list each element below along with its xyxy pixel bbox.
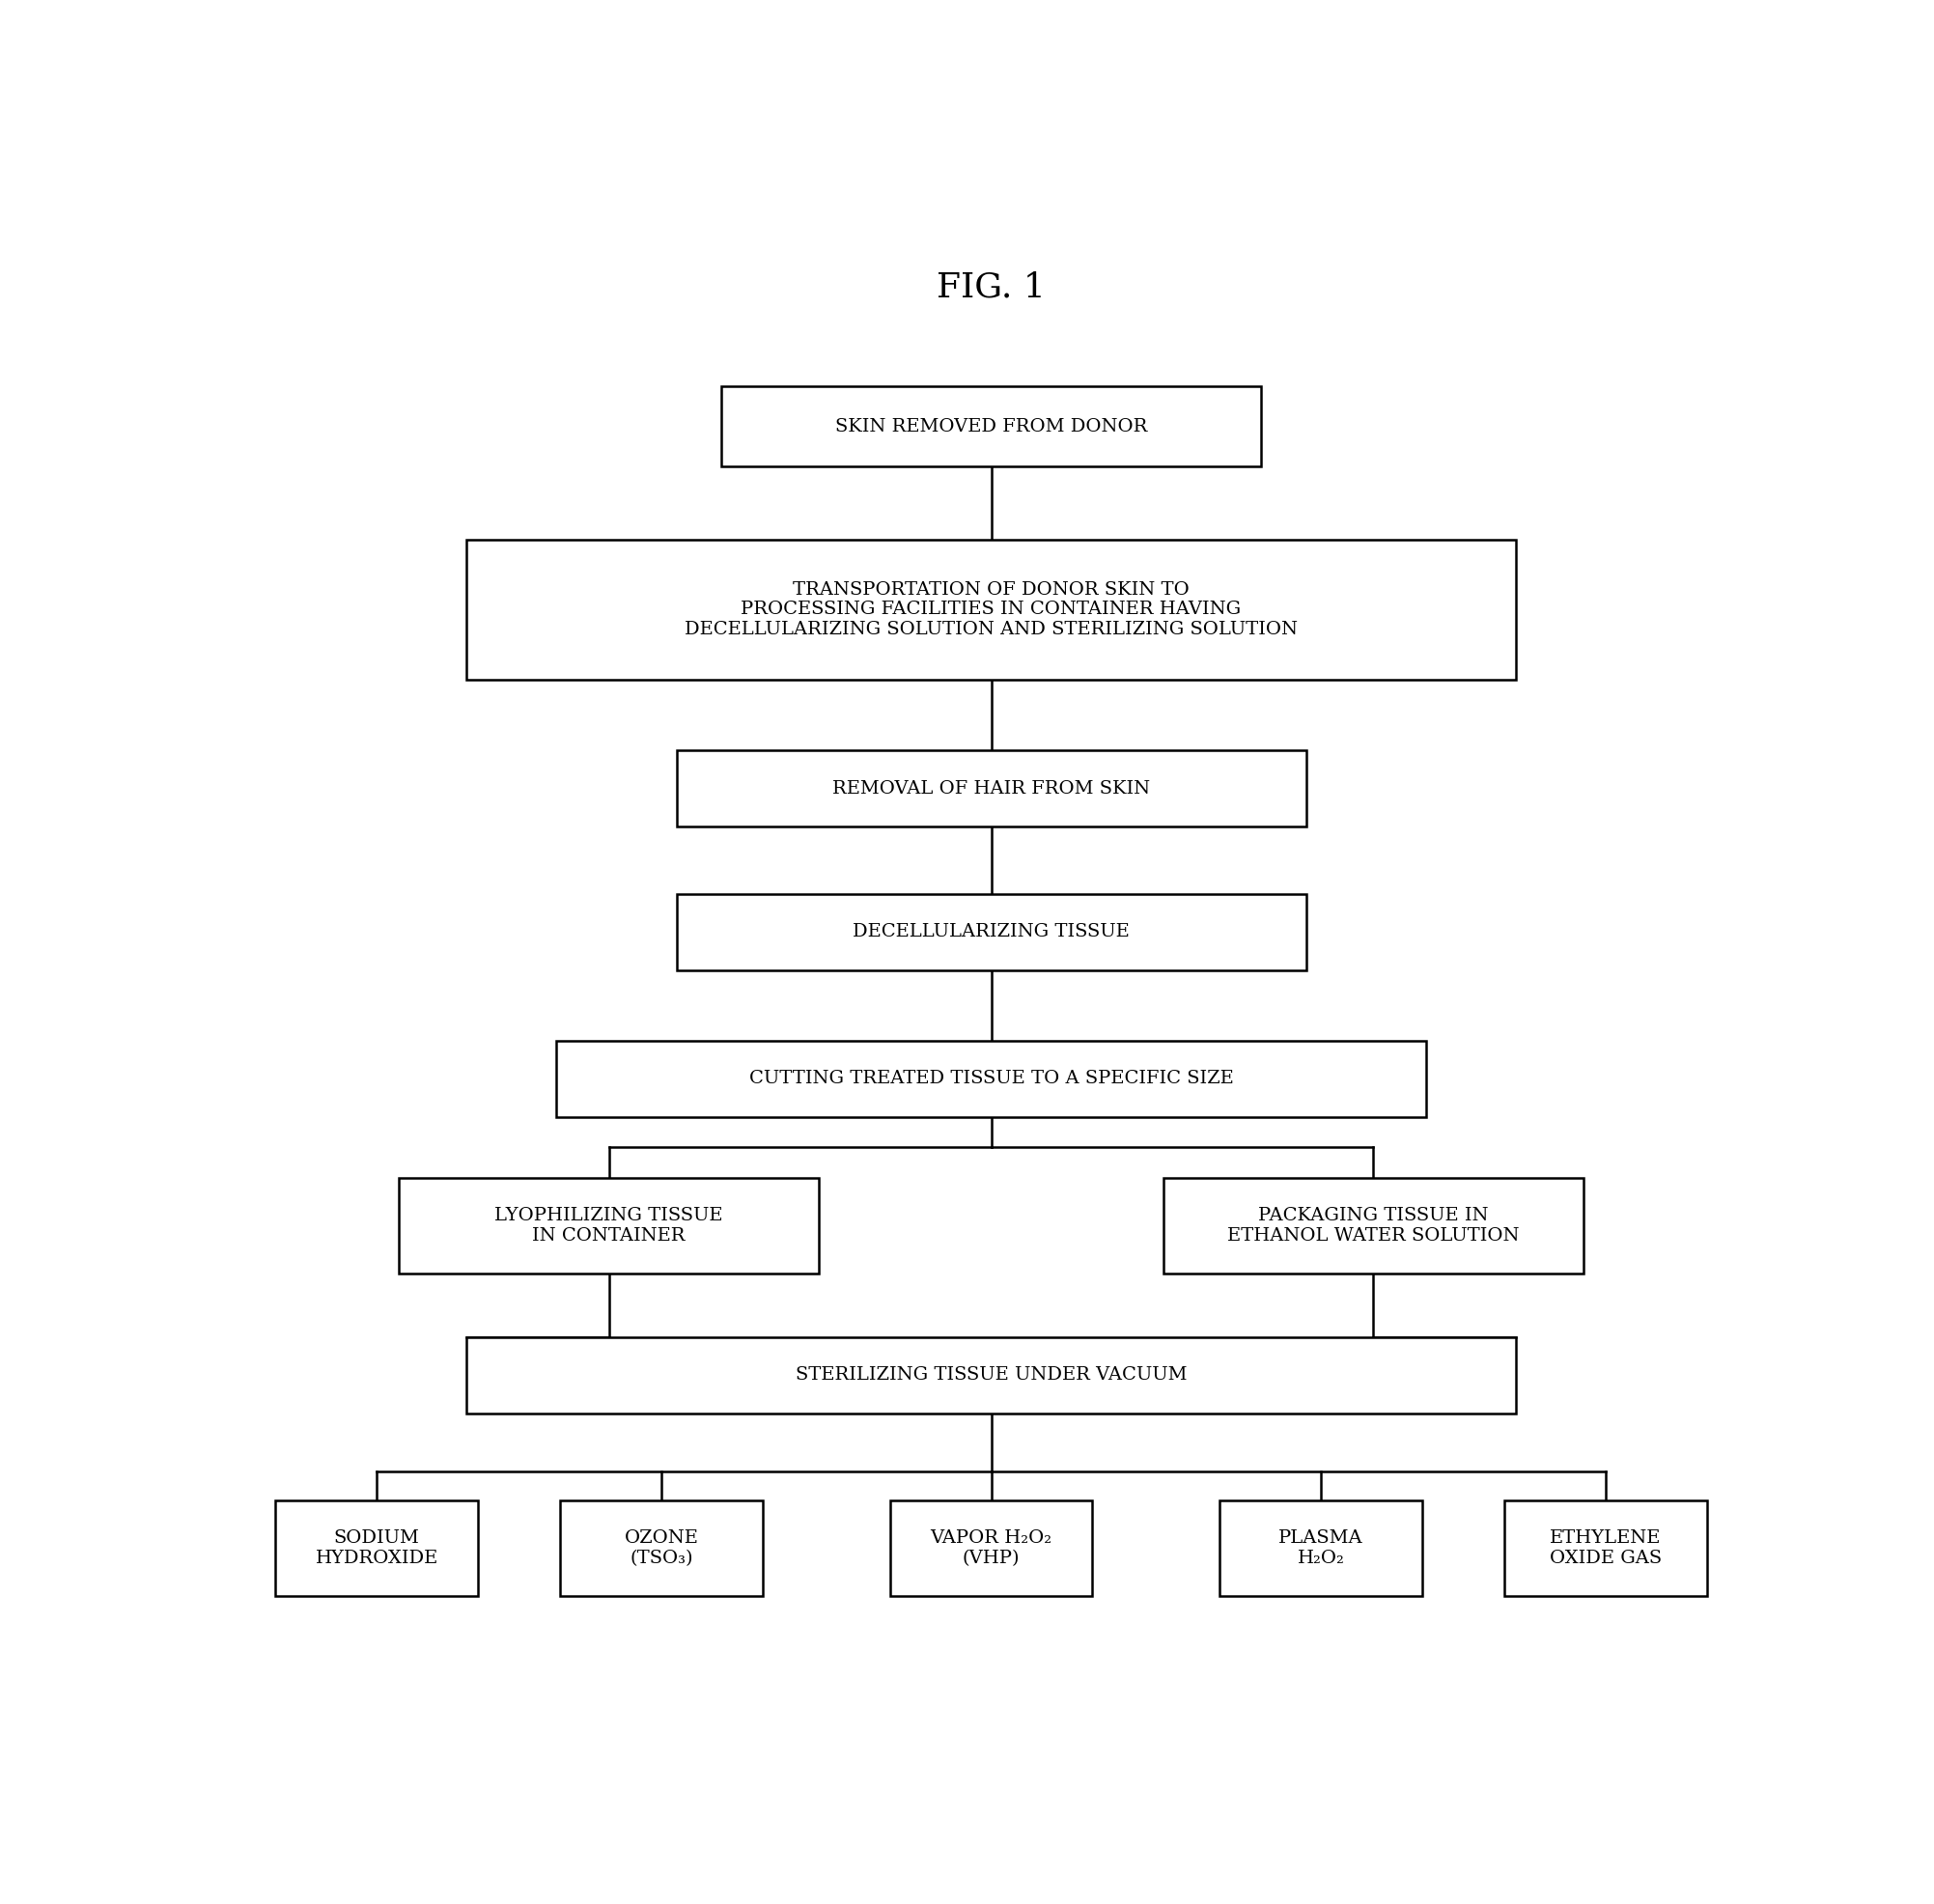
Text: SODIUM
HYDROXIDE: SODIUM HYDROXIDE [315,1529,439,1567]
Text: CUTTING TREATED TISSUE TO A SPECIFIC SIZE: CUTTING TREATED TISSUE TO A SPECIFIC SIZ… [748,1070,1234,1087]
Bar [677,750,1305,826]
Bar [398,1179,818,1274]
Bar [1164,1179,1584,1274]
Text: REMOVAL OF HAIR FROM SKIN: REMOVAL OF HAIR FROM SKIN [832,781,1151,798]
Bar [1220,1500,1421,1596]
Text: PLASMA
H₂O₂: PLASMA H₂O₂ [1278,1529,1363,1567]
Bar [557,1041,1425,1118]
Text: SKIN REMOVED FROM DONOR: SKIN REMOVED FROM DONOR [835,417,1147,436]
Text: TRANSPORTATION OF DONOR SKIN TO
PROCESSING FACILITIES IN CONTAINER HAVING
DECELL: TRANSPORTATION OF DONOR SKIN TO PROCESSI… [685,581,1298,638]
Bar [561,1500,762,1596]
Text: ETHYLENE
OXIDE GAS: ETHYLENE OXIDE GAS [1549,1529,1661,1567]
Bar [1505,1500,1708,1596]
Bar [890,1500,1093,1596]
Bar [466,1337,1516,1413]
Bar [275,1500,478,1596]
Text: VAPOR H₂O₂
(VHP): VAPOR H₂O₂ (VHP) [930,1529,1052,1567]
Text: LYOPHILIZING TISSUE
IN CONTAINER: LYOPHILIZING TISSUE IN CONTAINER [495,1207,723,1243]
Text: FIG. 1: FIG. 1 [936,270,1046,303]
Text: OZONE
(TSO₃): OZONE (TSO₃) [625,1529,698,1567]
Text: PACKAGING TISSUE IN
ETHANOL WATER SOLUTION: PACKAGING TISSUE IN ETHANOL WATER SOLUTI… [1228,1207,1520,1243]
Bar [466,541,1516,680]
Text: DECELLULARIZING TISSUE: DECELLULARIZING TISSUE [853,923,1129,941]
Text: STERILIZING TISSUE UNDER VACUUM: STERILIZING TISSUE UNDER VACUUM [795,1367,1187,1384]
Bar [677,895,1305,971]
Bar [721,387,1261,466]
